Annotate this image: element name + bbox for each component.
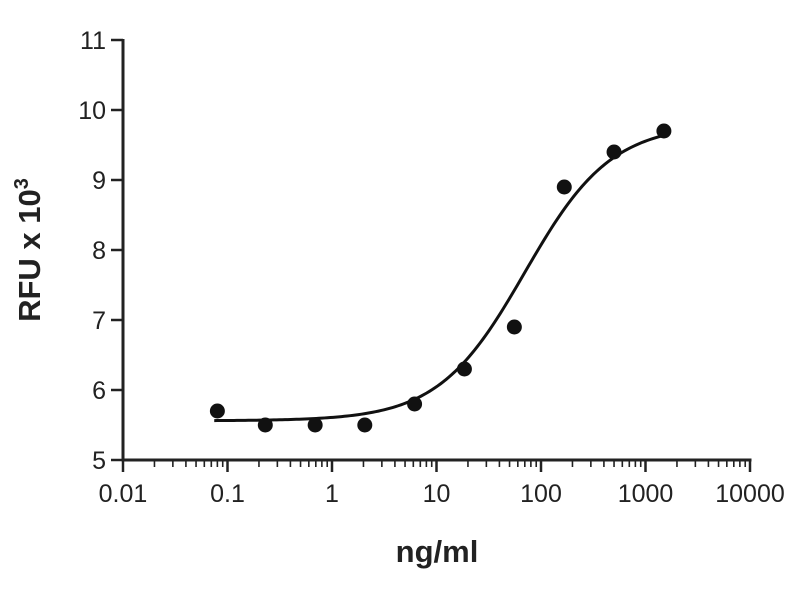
y-axis-title-main: RFU x 10	[12, 189, 47, 322]
data-point	[209, 403, 225, 419]
y-axis-title: RFU x 103	[11, 178, 47, 322]
x-tick-label: 0.1	[210, 480, 245, 508]
x-tick-label: 10	[423, 480, 451, 508]
data-point	[606, 144, 622, 160]
x-tick-label: 1	[325, 480, 339, 508]
y-tick-label: 11	[80, 27, 106, 55]
x-tick-label: 100	[520, 480, 562, 508]
data-point	[257, 417, 273, 433]
data-point	[456, 361, 472, 377]
data-points	[209, 123, 672, 433]
y-tick-label: 5	[92, 447, 106, 475]
y-tick-label: 7	[92, 307, 106, 335]
y-tick-label: 9	[92, 167, 106, 195]
x-tick-label: 1000	[618, 480, 674, 508]
data-point	[357, 417, 373, 433]
x-axis-title: ng/ml	[396, 534, 479, 569]
ticks: 5 6 7 8 9 10 11 0.01 0.1 1 10 100 1000 10000	[78, 27, 785, 508]
x-tick-label: 0.01	[99, 480, 148, 508]
y-tick-label: 8	[92, 237, 106, 265]
y-tick-label: 10	[78, 97, 106, 125]
fit-curve	[214, 133, 668, 423]
data-point	[656, 123, 672, 139]
data-point	[506, 319, 522, 335]
data-point	[556, 179, 572, 195]
y-axis-title-superscript: 3	[11, 178, 33, 189]
data-point	[307, 417, 323, 433]
axes	[121, 39, 752, 462]
data-point	[407, 396, 423, 412]
y-tick-label: 6	[92, 377, 106, 405]
x-tick-label: 10000	[715, 480, 785, 508]
